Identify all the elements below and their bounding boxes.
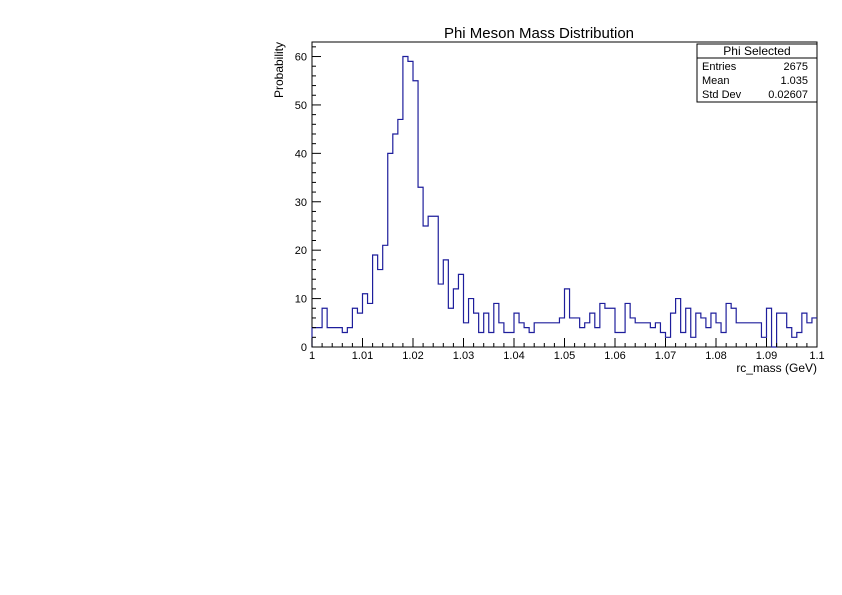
stats-box: Phi Selected Entries 2675 Mean 1.035 Std… (696, 43, 818, 103)
x-tick-label: 1.03 (453, 350, 474, 362)
x-tick-label: 1.04 (503, 350, 524, 362)
chart-title: Phi Meson Mass Distribution (444, 25, 634, 42)
stats-stddev-value: 0.02607 (768, 89, 808, 101)
y-tick-label: 30 (295, 197, 307, 209)
stats-mean-label: Mean (702, 75, 730, 87)
y-tick-label: 60 (295, 52, 307, 64)
x-tick-label: 1.08 (705, 350, 726, 362)
y-axis-label: Probability (272, 42, 286, 98)
x-axis-label: rc_mass (GeV) (736, 361, 817, 375)
x-tick-label: 1.01 (352, 350, 373, 362)
stats-box-frame (696, 43, 818, 103)
x-tick-label: 1.06 (604, 350, 625, 362)
x-tick-label: 1 (309, 350, 315, 362)
stats-mean-value: 1.035 (780, 75, 808, 87)
y-tick-label: 10 (295, 294, 307, 306)
x-tick-label: 1.02 (402, 350, 423, 362)
y-tick-label: 50 (295, 100, 307, 112)
stats-entries-label: Entries (702, 61, 737, 73)
y-tick-label: 20 (295, 245, 307, 257)
x-tick-label: 1.07 (655, 350, 676, 362)
histogram-outline (311, 55, 817, 348)
y-tick-label: 0 (301, 342, 307, 354)
x-tick-label: 1.05 (554, 350, 575, 362)
stats-box-title: Phi Selected (723, 44, 790, 58)
x-tick-label: 1.09 (756, 350, 777, 362)
x-tick-label: 1.1 (809, 350, 824, 362)
stats-entries-value: 2675 (784, 61, 808, 73)
y-tick-label: 40 (295, 148, 307, 160)
stats-stddev-label: Std Dev (702, 89, 742, 101)
plot-area: 1 1.01 1.02 1.03 1.04 1.05 1.06 1.07 1.08 1.09 1.1… (295, 41, 825, 362)
